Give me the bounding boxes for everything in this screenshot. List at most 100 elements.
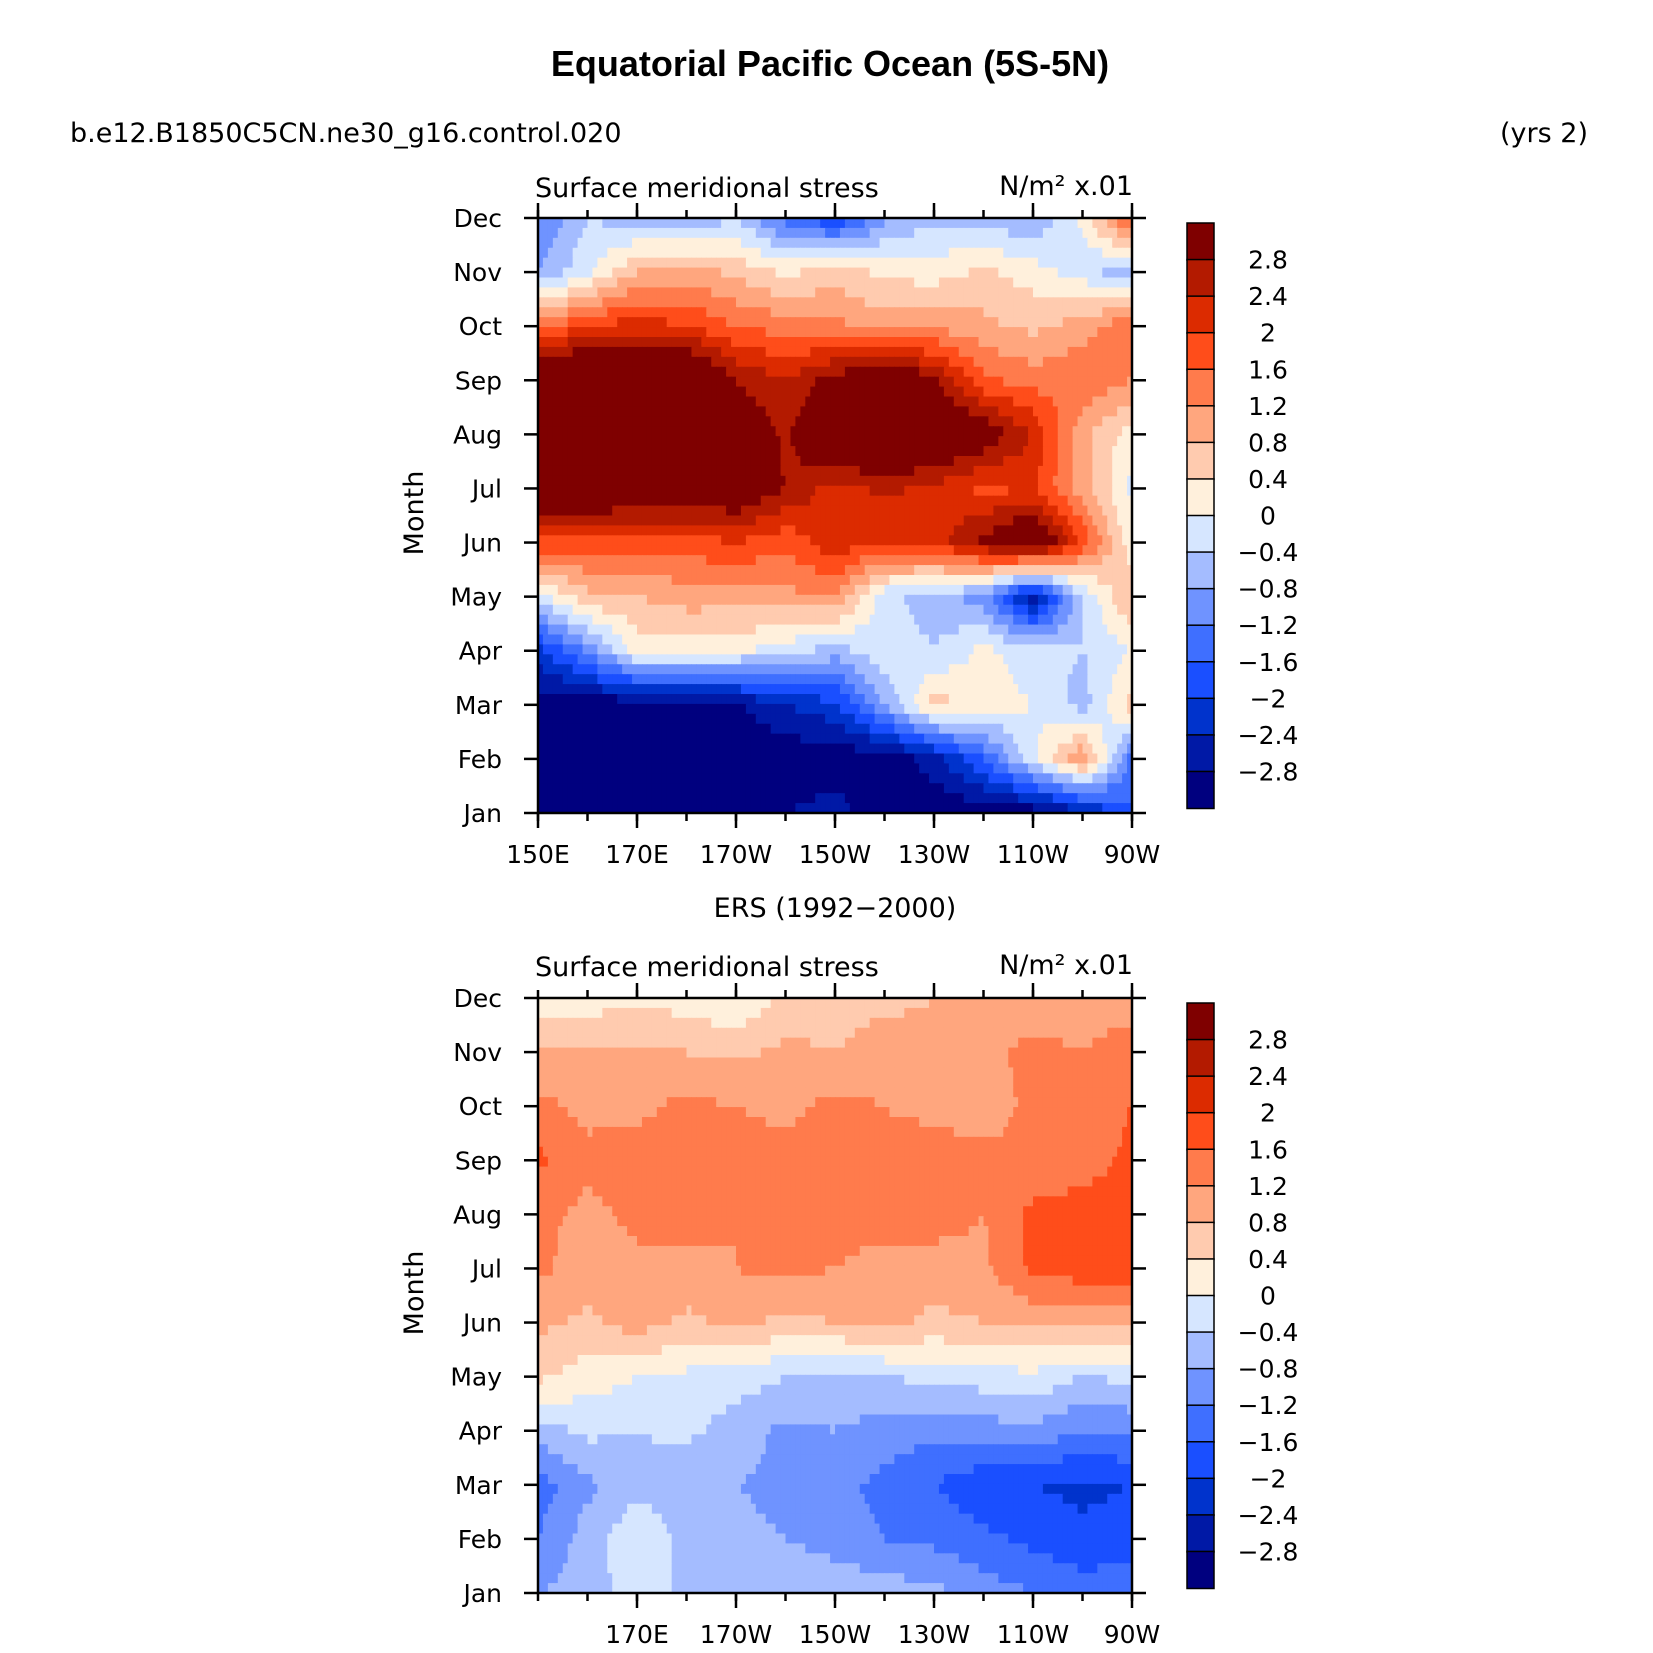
model-cell: [1062, 614, 1069, 626]
model-cell: [815, 604, 821, 616]
model-cell: [1127, 594, 1133, 606]
model-cell: [854, 218, 861, 229]
model-cell: [948, 317, 955, 328]
model-cell: [938, 327, 945, 338]
model-cell: [726, 237, 732, 249]
model-cell: [1072, 575, 1079, 586]
model-cell: [1127, 535, 1133, 546]
model-cell: [1087, 366, 1093, 378]
model-cell: [780, 386, 787, 398]
model-cell: [1072, 376, 1079, 388]
model-cell: [948, 456, 955, 467]
model-cell: [1003, 545, 1009, 556]
model-cell: [790, 376, 796, 388]
model-cell: [938, 545, 945, 556]
model-cell: [538, 426, 544, 437]
model-cell: [879, 247, 886, 259]
model-cell: [666, 515, 673, 527]
model-cell: [879, 317, 886, 328]
model-cell: [963, 614, 970, 626]
model-cell: [627, 396, 633, 408]
model-cell: [780, 227, 787, 239]
model-cell: [953, 446, 960, 457]
model-cell: [993, 575, 999, 586]
model-cell: [780, 297, 787, 308]
model-cell: [706, 465, 712, 477]
model-cell: [914, 277, 920, 289]
model-cell: [978, 416, 985, 427]
model-cell: [924, 426, 930, 437]
model-cell: [602, 366, 608, 378]
model-cell: [864, 396, 871, 408]
model-cell: [943, 525, 950, 536]
model-cell: [919, 565, 925, 576]
model-cell: [1112, 356, 1118, 368]
model-cell: [874, 584, 881, 596]
model-cell: [938, 287, 945, 298]
model-cell: [686, 396, 693, 408]
model-cell: [1072, 555, 1079, 566]
model-cell: [736, 287, 742, 298]
model-cell: [538, 505, 544, 517]
model-cell: [849, 346, 856, 358]
model-cell: [716, 535, 722, 546]
model-cell: [1122, 376, 1128, 388]
model-cell: [656, 346, 663, 358]
model-cell: [963, 327, 970, 338]
model-cell: [542, 218, 549, 229]
model-cell: [666, 465, 673, 477]
model-cell: [538, 535, 544, 546]
model-cell: [879, 406, 886, 417]
model-cell: [602, 218, 608, 229]
model-cell: [637, 535, 643, 546]
model-cell: [1092, 277, 1098, 289]
model-cell: [676, 267, 683, 279]
model-cell: [770, 594, 777, 606]
model-cell: [612, 376, 618, 388]
model-cell: [602, 465, 608, 477]
model-cell: [651, 346, 658, 358]
model-cell: [899, 356, 905, 368]
model-cell: [839, 356, 846, 368]
model-cell: [1028, 495, 1034, 507]
model-cell: [780, 237, 787, 249]
model-cell: [1117, 475, 1123, 487]
model-cell: [869, 555, 876, 566]
model-cell: [711, 356, 717, 368]
model-cell: [726, 406, 732, 417]
model-cell: [934, 604, 940, 616]
model-cell: [1047, 237, 1054, 249]
model-cell: [587, 525, 594, 536]
model-cell: [765, 565, 772, 576]
model-cell: [637, 575, 643, 586]
model-cell: [963, 505, 970, 517]
model-cell: [1023, 446, 1029, 457]
model-cell: [542, 426, 549, 437]
model-cell: [993, 475, 999, 487]
model-cell: [552, 555, 559, 566]
model-cell: [547, 327, 554, 338]
model-cell: [1042, 366, 1049, 378]
model-cell: [656, 426, 663, 437]
model-cell: [592, 465, 598, 477]
model-cell: [820, 267, 826, 279]
model-cell: [780, 515, 787, 527]
model-cell: [691, 247, 697, 259]
model-cell: [716, 545, 722, 556]
model-cell: [839, 277, 846, 289]
model-cell: [1097, 565, 1103, 576]
model-cell: [934, 614, 940, 626]
model-cell: [830, 327, 836, 338]
model-cell: [1028, 237, 1034, 249]
model-cell: [785, 376, 792, 388]
model-cell: [958, 525, 965, 536]
model-cell: [884, 346, 891, 358]
model-cell: [1008, 297, 1014, 308]
model-cell: [676, 376, 683, 388]
model-cell: [835, 376, 841, 388]
model-cell: [740, 227, 747, 239]
model-cell: [830, 594, 836, 606]
model-cell: [859, 406, 866, 417]
model-cell: [1033, 366, 1039, 378]
model-cell: [731, 446, 737, 457]
